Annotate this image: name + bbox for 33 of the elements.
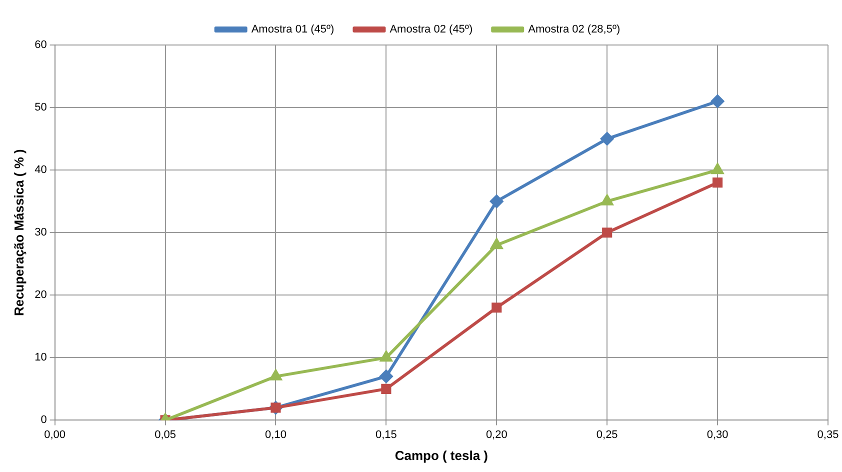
- point: [712, 164, 724, 174]
- y-tick-label: 60: [34, 39, 47, 52]
- y-axis-title: Recuperação Mássica ( % ): [11, 149, 26, 316]
- legend-label: Amostra 02 (28,5º): [528, 24, 620, 36]
- x-tick-label: 0,30: [706, 428, 728, 441]
- x-tick-label: 0,15: [375, 428, 397, 441]
- y-tick-label: 30: [34, 226, 47, 239]
- point: [601, 194, 613, 206]
- x-tick-label: 0,25: [596, 428, 618, 441]
- x-axis-title: Campo ( tesla ): [394, 448, 488, 463]
- point: [711, 94, 724, 108]
- point: [490, 238, 502, 250]
- point: [381, 384, 392, 394]
- legend-label: Amostra 02 (45º): [390, 24, 473, 36]
- point: [490, 194, 504, 208]
- x-tick-label: 0,05: [154, 428, 176, 441]
- x-tick-label: 0,20: [486, 428, 508, 441]
- y-tick-label: 0: [40, 414, 47, 426]
- x-tick-label: 0,10: [265, 428, 286, 441]
- point: [712, 178, 723, 188]
- point: [602, 228, 612, 238]
- y-tick-label: 50: [34, 102, 47, 114]
- y-tick-label: 20: [34, 289, 47, 302]
- x-tick-label: 0,35: [817, 428, 839, 441]
- point: [270, 370, 282, 380]
- legend-label: Amostra 01 (45º): [251, 24, 334, 36]
- point: [492, 302, 502, 313]
- y-tick-label: 10: [34, 352, 47, 364]
- point: [380, 351, 392, 362]
- x-tick-label: 0,00: [44, 428, 66, 441]
- y-tick-label: 40: [34, 164, 47, 176]
- point: [380, 370, 393, 383]
- point: [600, 132, 614, 146]
